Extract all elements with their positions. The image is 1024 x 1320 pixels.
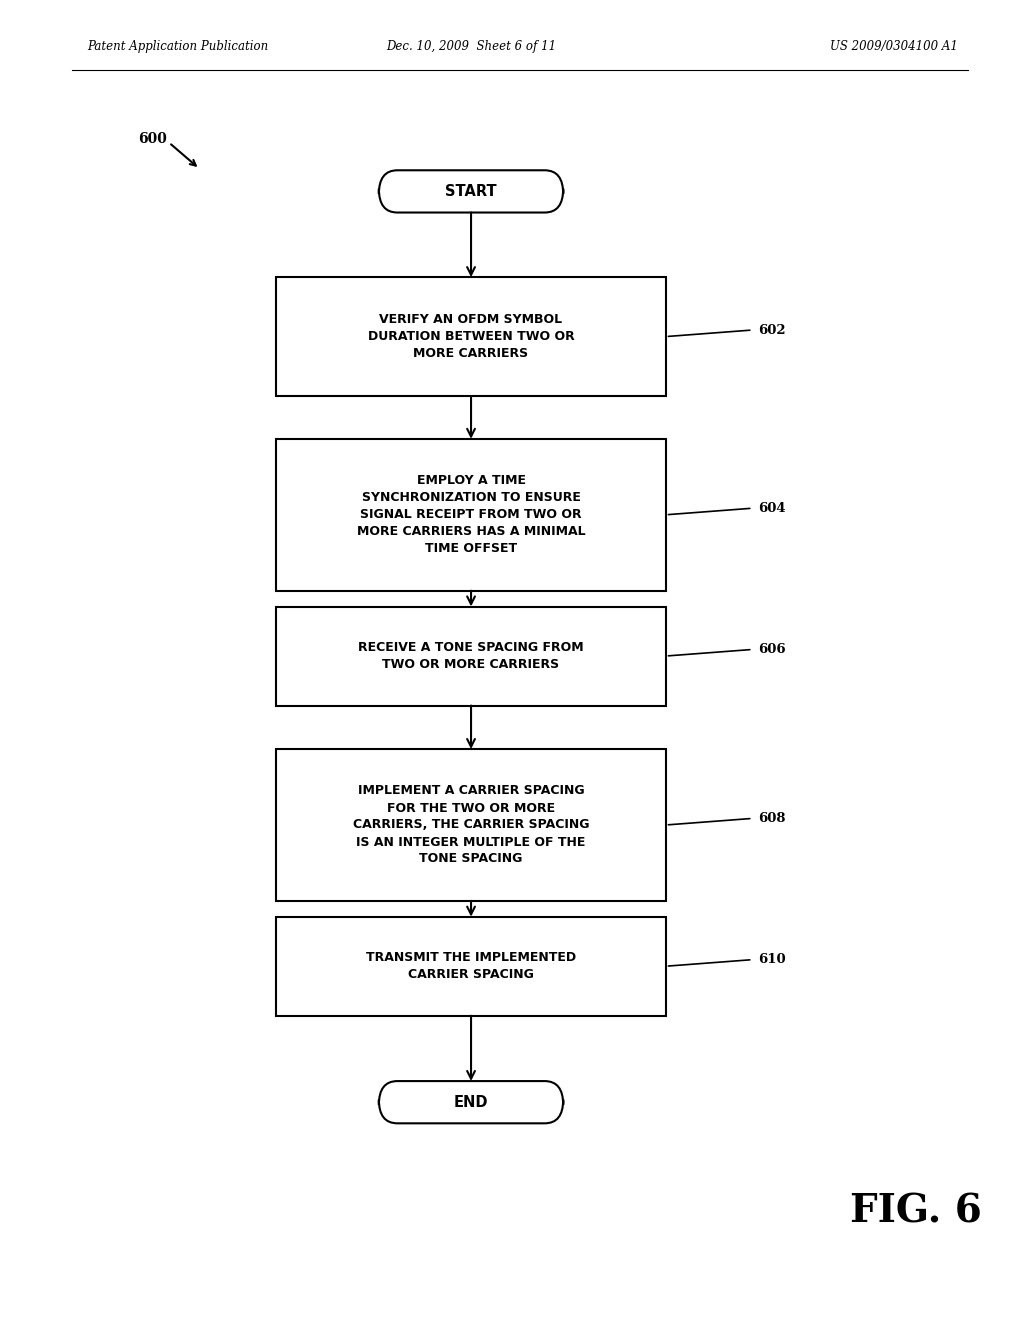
- Text: Patent Application Publication: Patent Application Publication: [87, 40, 268, 53]
- Bar: [276, 277, 666, 396]
- Text: 606: 606: [758, 643, 785, 656]
- Text: 600: 600: [138, 132, 167, 145]
- Text: START: START: [445, 183, 497, 199]
- Text: 608: 608: [758, 812, 785, 825]
- Text: 602: 602: [758, 323, 785, 337]
- FancyBboxPatch shape: [379, 1081, 563, 1123]
- FancyBboxPatch shape: [379, 170, 563, 213]
- Text: END: END: [454, 1094, 488, 1110]
- Text: 604: 604: [758, 502, 785, 515]
- Bar: [276, 438, 666, 591]
- Text: VERIFY AN OFDM SYMBOL
DURATION BETWEEN TWO OR
MORE CARRIERS: VERIFY AN OFDM SYMBOL DURATION BETWEEN T…: [368, 313, 574, 360]
- Text: IMPLEMENT A CARRIER SPACING
FOR THE TWO OR MORE
CARRIERS, THE CARRIER SPACING
IS: IMPLEMENT A CARRIER SPACING FOR THE TWO …: [353, 784, 589, 866]
- Bar: [276, 750, 666, 900]
- Text: EMPLOY A TIME
SYNCHRONIZATION TO ENSURE
SIGNAL RECEIPT FROM TWO OR
MORE CARRIERS: EMPLOY A TIME SYNCHRONIZATION TO ENSURE …: [356, 474, 586, 556]
- Text: TRANSMIT THE IMPLEMENTED
CARRIER SPACING: TRANSMIT THE IMPLEMENTED CARRIER SPACING: [366, 952, 577, 981]
- Text: FIG. 6: FIG. 6: [850, 1193, 982, 1230]
- Text: Dec. 10, 2009  Sheet 6 of 11: Dec. 10, 2009 Sheet 6 of 11: [386, 40, 556, 53]
- Text: 610: 610: [758, 953, 785, 966]
- Text: RECEIVE A TONE SPACING FROM
TWO OR MORE CARRIERS: RECEIVE A TONE SPACING FROM TWO OR MORE …: [358, 642, 584, 671]
- Bar: [276, 607, 666, 705]
- Text: US 2009/0304100 A1: US 2009/0304100 A1: [829, 40, 957, 53]
- Bar: [276, 916, 666, 1016]
